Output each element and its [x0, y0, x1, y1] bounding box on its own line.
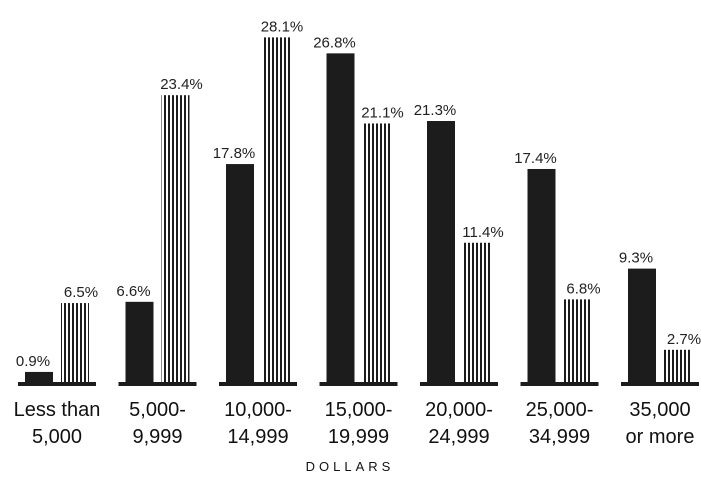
striped-bar-4	[463, 242, 491, 383]
category-label-4-line-1: 20,000-	[425, 399, 493, 421]
group-baseline-4	[420, 382, 498, 386]
category-label-2-line-2: 14,999	[227, 426, 288, 448]
solid-value-label-5: 17.4%	[514, 150, 557, 167]
striped-bar-2	[262, 37, 290, 384]
value-labels-layer: 0.9% 6.5% 6.6% 23.4% 17.8% 28.1% 26.8% 21.1% 21.…	[16, 18, 701, 370]
solid-bar-0	[25, 371, 53, 383]
category-label-2-line-1: 10,000-	[224, 399, 292, 421]
striped-value-label-2: 28.1%	[261, 18, 304, 35]
group-baseline-3	[319, 382, 398, 386]
group-baseline-0	[18, 382, 96, 386]
baselines-layer	[18, 382, 699, 386]
solid-value-label-1: 6.6%	[116, 283, 150, 300]
striped-bar-5	[563, 299, 592, 383]
category-label-1-line-1: 5,000-	[129, 399, 186, 421]
striped-value-label-5: 6.8%	[566, 280, 600, 297]
category-label-0-line-1: Less than	[14, 399, 101, 421]
category-label-4-line-2: 24,999	[428, 426, 489, 448]
category-label-0-line-2: 5,000	[32, 426, 82, 448]
category-label-1-line-2: 9,999	[132, 426, 182, 448]
solid-bar-1	[125, 301, 154, 383]
x-axis-title: DOLLARS	[306, 459, 395, 474]
solid-bar-6	[628, 268, 656, 383]
solid-value-label-6: 9.3%	[619, 250, 653, 267]
category-label-5-line-2: 34,999	[529, 426, 590, 448]
striped-value-label-0: 6.5%	[64, 284, 98, 301]
group-baseline-2	[219, 382, 297, 386]
striped-bar-0	[61, 303, 89, 383]
striped-value-label-3: 21.1%	[361, 104, 404, 121]
solid-value-label-2: 17.8%	[213, 145, 256, 162]
bars-layer	[25, 37, 692, 384]
solid-value-label-0: 0.9%	[16, 353, 50, 370]
category-label-5-line-1: 25,000-	[526, 399, 594, 421]
striped-bar-3	[362, 123, 391, 383]
striped-value-label-4: 11.4%	[462, 224, 503, 241]
striped-bar-1	[161, 95, 190, 384]
category-label-3-line-1: 15,000-	[325, 399, 393, 421]
category-labels-layer: Less than 5,000 5,000- 9,999 10,000- 14,999 15…	[14, 399, 695, 448]
solid-bar-4	[427, 121, 455, 383]
solid-bar-3	[326, 53, 355, 384]
category-label-3-line-2: 19,999	[328, 426, 389, 448]
solid-value-label-4: 21.3%	[414, 102, 457, 119]
solid-bar-2	[226, 164, 254, 383]
striped-value-label-6: 2.7%	[667, 331, 701, 348]
solid-bar-5	[527, 168, 556, 383]
group-baseline-5	[520, 382, 599, 386]
category-label-6-line-1: 35,000	[629, 399, 690, 421]
striped-value-label-1: 23.4%	[160, 76, 203, 93]
striped-bar-6	[664, 349, 692, 383]
solid-value-label-3: 26.8%	[313, 34, 356, 51]
group-baseline-6	[621, 382, 699, 386]
group-baseline-1	[118, 382, 197, 386]
category-label-6-line-2: or more	[626, 426, 695, 448]
